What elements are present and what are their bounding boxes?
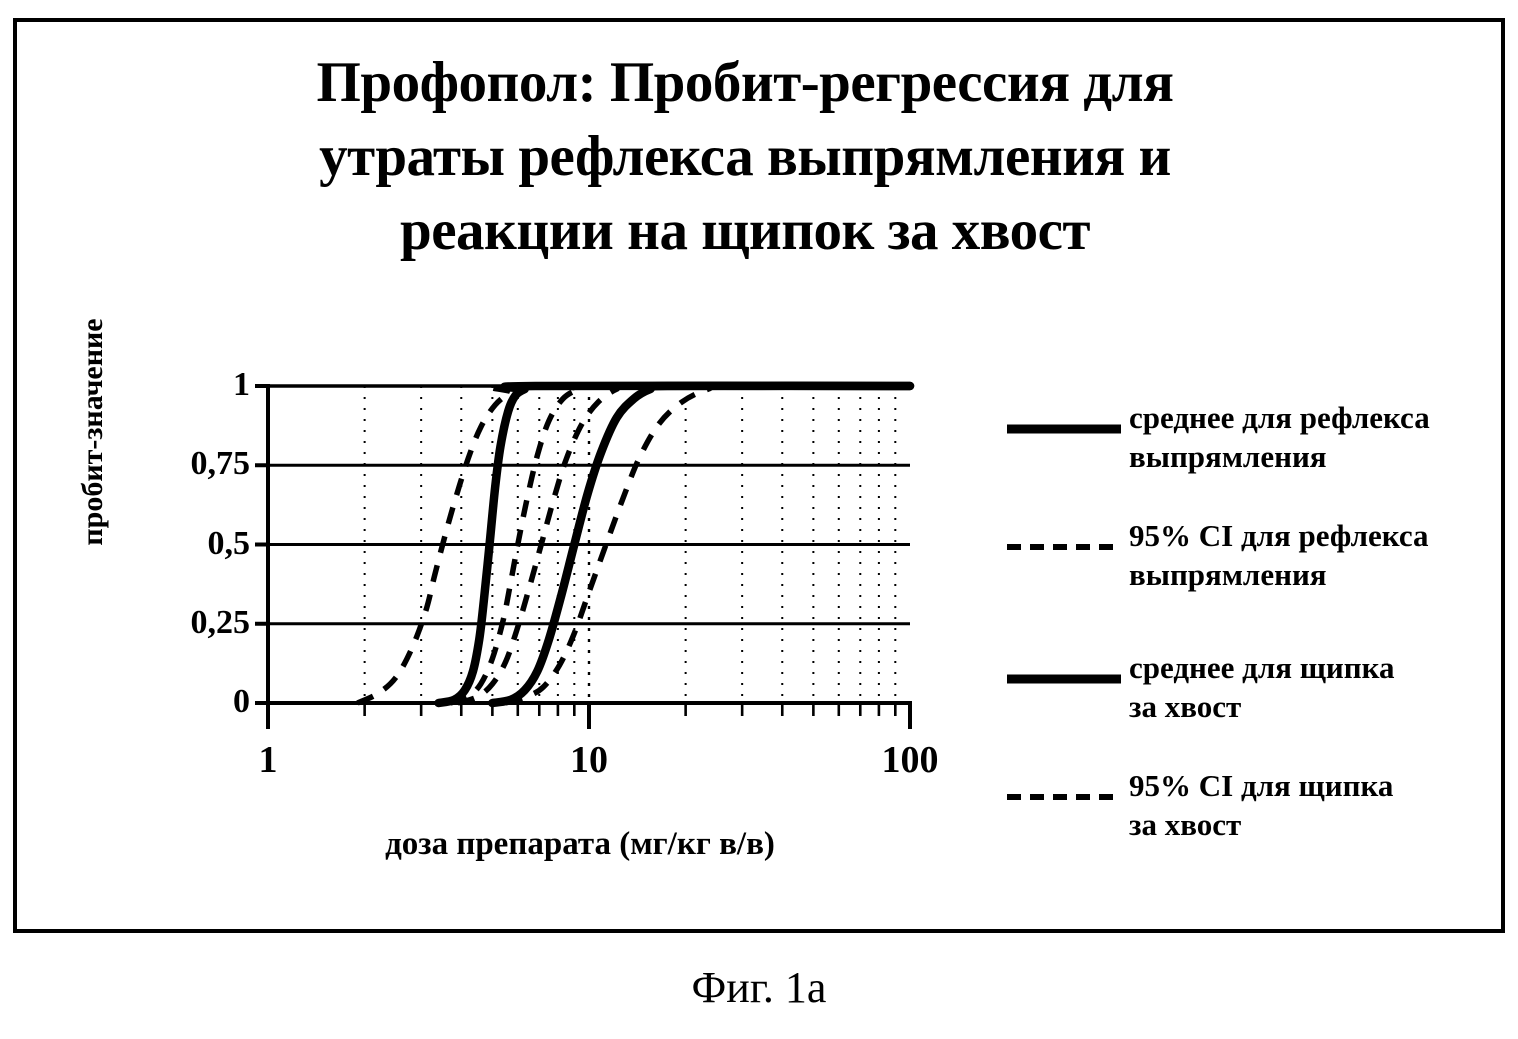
legend-label-line: среднее для рефлекса [1129,398,1510,437]
legend-item-1: среднее для рефлексавыпрямления [1005,398,1510,476]
legend-item-label: 95% CI для щипказа хвост [1129,766,1510,844]
x-tick-label: 100 [882,741,939,779]
legend-label-line: 95% CI для рефлекса [1129,516,1510,555]
legend-label-line: за хвост [1129,805,1510,844]
legend-label-line: 95% CI для щипка [1129,766,1510,805]
legend-item-3: среднее для щипказа хвост [1005,648,1510,726]
x-tick-label: 1 [259,741,278,779]
legend-dashed-line-icon [1005,540,1123,562]
legend-label-line: выпрямления [1129,437,1510,476]
y-axis-title: пробит-значение [76,282,110,582]
legend-item-label: среднее для щипказа хвост [1129,648,1510,726]
legend-item-2: 95% CI для рефлексавыпрямления [1005,516,1510,594]
legend-solid-line-icon [1005,422,1123,444]
legend-solid-line-icon [1005,672,1123,694]
legend-dashed-line-icon [1005,790,1123,812]
legend-item-4: 95% CI для щипказа хвост [1005,766,1510,844]
x-tick-label: 10 [570,741,608,779]
legend-label-line: выпрямления [1129,555,1510,594]
legend-item-label: 95% CI для рефлексавыпрямления [1129,516,1510,594]
figure-caption: Фиг. 1a [0,962,1518,1013]
chart-legend: среднее для рефлексавыпрямления95% CI дл… [1005,398,1510,868]
legend-label-line: за хвост [1129,687,1510,726]
x-axis-title: доза препарата (мг/кг в/в) [230,826,930,863]
legend-label-line: среднее для щипка [1129,648,1510,687]
legend-item-label: среднее для рефлексавыпрямления [1129,398,1510,476]
